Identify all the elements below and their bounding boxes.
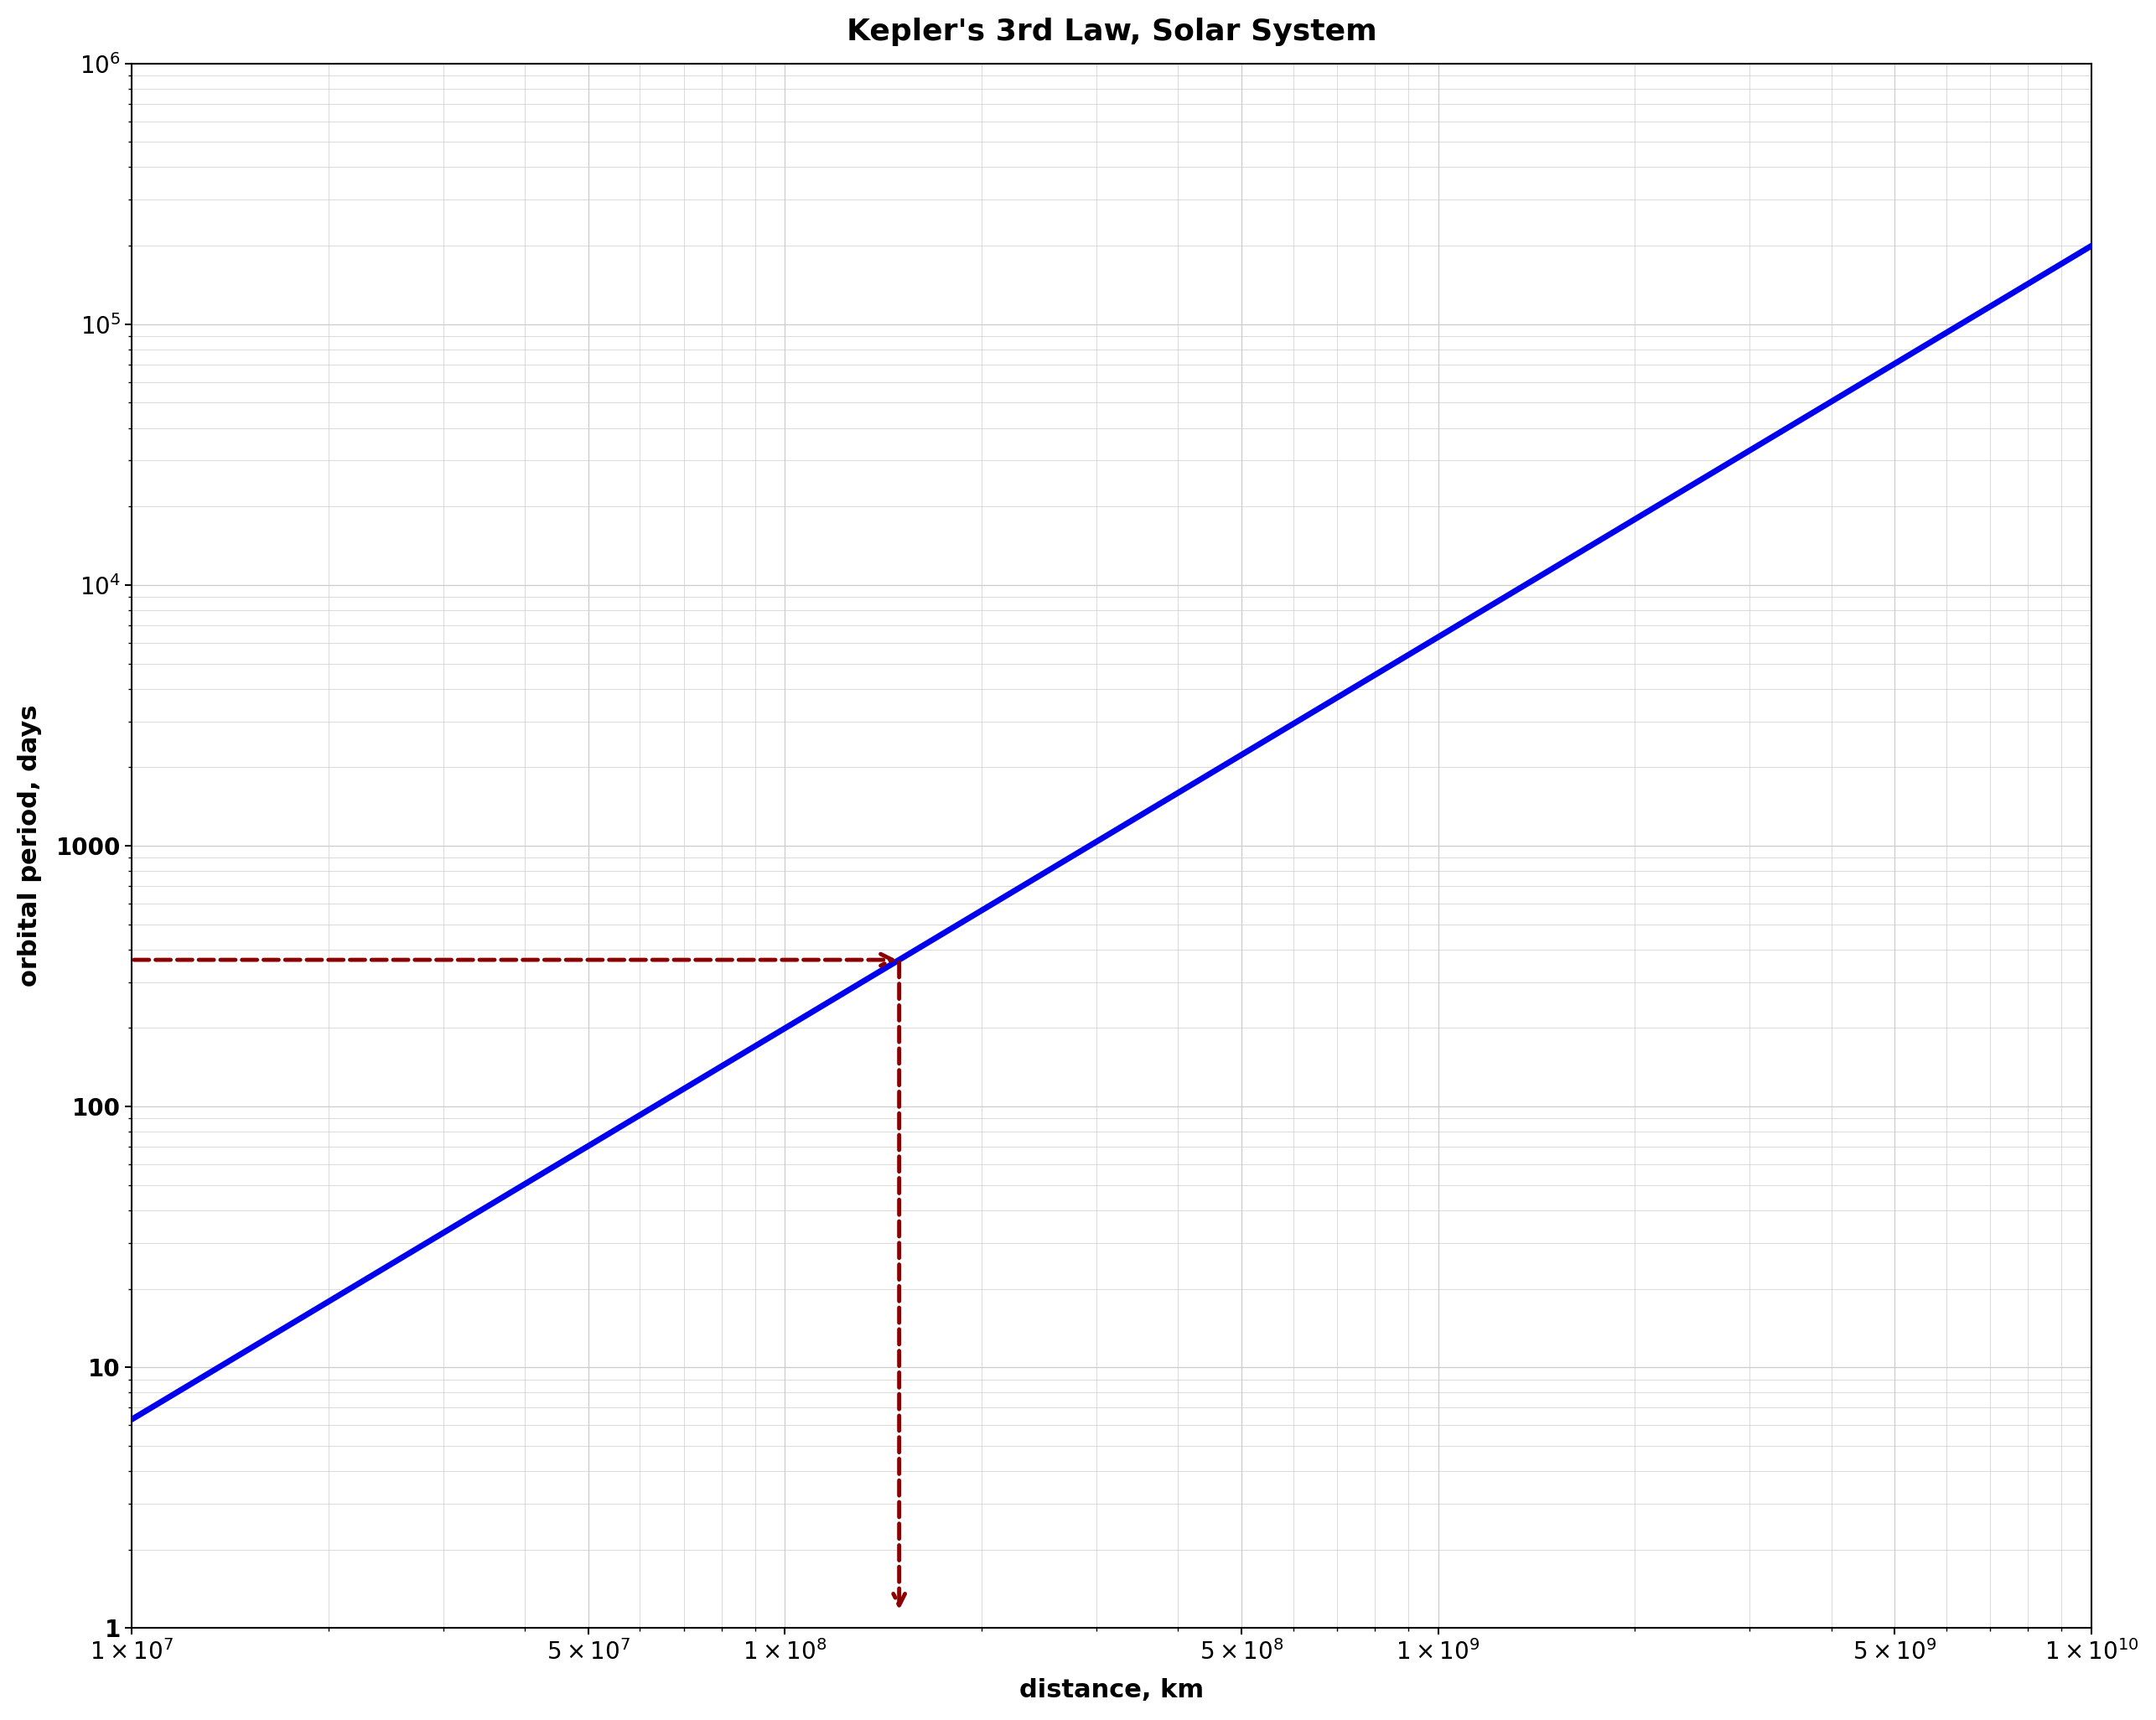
Y-axis label: orbital period, days: orbital period, days (17, 705, 41, 987)
Title: Kepler's 3rd Law, Solar System: Kepler's 3rd Law, Solar System (847, 17, 1378, 46)
X-axis label: distance, km: distance, km (1020, 1679, 1203, 1703)
